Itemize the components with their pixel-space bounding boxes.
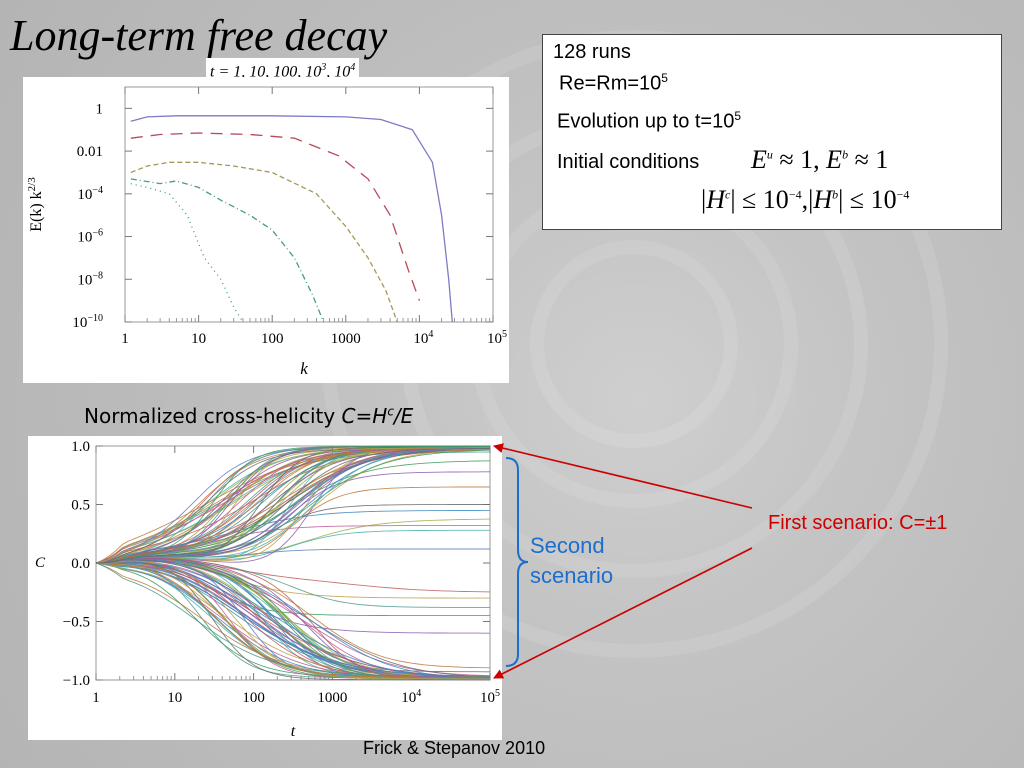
- plot-frame: [124, 86, 494, 323]
- helicity-conditions-equation: |Hc| ≤ 10−4,|Hb| ≤ 10−4: [701, 185, 909, 215]
- hb-symbol: H: [813, 185, 833, 214]
- x-tick-label: 100: [261, 331, 284, 347]
- heading-E: E: [400, 404, 414, 428]
- eb-symbol: E: [826, 145, 843, 174]
- cross-helicity-chart: 1 10 100 1000 104 105 1.0 0.5 0.0 −0.5 −1.0 t C: [28, 436, 502, 740]
- runs-text: 128 runs: [553, 41, 631, 63]
- spectrum-series-4: [130, 178, 325, 323]
- run-curve: [96, 560, 491, 678]
- x-tick-label: 104: [401, 688, 421, 706]
- eq-le: | ≤ 10: [730, 185, 789, 214]
- cross-helicity-heading: Normalized cross-helicity C=Hc/E: [84, 404, 413, 428]
- heading-prefix: Normalized cross-helicity: [84, 404, 342, 428]
- spectrum-series-2: [130, 132, 421, 301]
- run-curve: [95, 562, 491, 680]
- run-curve: [95, 447, 490, 564]
- time-legend-exp: 3: [321, 62, 327, 73]
- x-tick-label: 10: [191, 331, 206, 347]
- eb-sup: b: [842, 147, 849, 162]
- spectrum-series-3: [130, 161, 398, 323]
- heading-eq: =: [355, 404, 373, 428]
- citation: Frick & Stepanov 2010: [363, 738, 546, 758]
- run-curve: [95, 562, 491, 679]
- run-curve: [95, 525, 490, 564]
- x-tick-label: 10: [167, 690, 182, 706]
- y-tick-label: 1.0: [71, 439, 90, 455]
- run-curve: [95, 558, 491, 678]
- y-tick-label: −1.0: [63, 673, 90, 689]
- spectrum-series-5: [130, 182, 244, 323]
- arrow-to-plus-one: [493, 443, 753, 509]
- energy-spectrum-svg: 1 10 100 1000 104 10510.0110−410−610−810−10kE…: [26, 86, 507, 378]
- run-curve: [95, 446, 490, 564]
- heading-div: /: [393, 404, 401, 428]
- x-tick-label: 1000: [317, 690, 347, 706]
- run-curve: [95, 562, 490, 679]
- hc-symbol: H: [706, 185, 725, 214]
- heading-c: c: [387, 404, 394, 419]
- evolution-text: Evolution up to t=105: [557, 109, 741, 134]
- eq-exp: −4: [896, 187, 910, 202]
- slide-title: Long-term free decay: [10, 11, 388, 60]
- time-legend-prefix: t = 1, 10, 100, 10: [210, 63, 322, 81]
- eq-bar: |: [701, 185, 707, 214]
- eq-comma: ,|: [801, 185, 814, 214]
- evolution-prefix: Evolution up to t=10: [557, 110, 735, 133]
- eb-rest: ≈ 1: [848, 145, 889, 174]
- hc-sup: c: [725, 187, 731, 202]
- eq-exp: −4: [788, 187, 802, 202]
- second-scenario-brace: [505, 457, 529, 667]
- heading-C: C: [341, 404, 356, 428]
- info-box: 128 runs Re=Rm=105 Evolution up to t=105…: [542, 34, 1002, 230]
- run-curve: [95, 562, 491, 678]
- y-tick-label: 0.0: [71, 556, 90, 572]
- y-tick-label: 0.5: [71, 498, 90, 514]
- arrow-to-minus-one: [493, 547, 753, 679]
- y-tick-label: 0.01: [77, 144, 103, 160]
- run-curve: [95, 447, 491, 564]
- eu-rest: ≈ 1,: [772, 145, 827, 174]
- x-tick-label: 100: [242, 690, 265, 706]
- second-scenario-label: Second scenario: [530, 533, 614, 588]
- reynolds-text: Re=Rm=105: [559, 71, 668, 96]
- x-tick-label: 1000: [331, 331, 361, 347]
- x-tick-label: 1: [92, 690, 100, 706]
- x-axis-label: t: [291, 723, 296, 740]
- run-curve: [95, 561, 490, 681]
- initial-conditions-label: Initial conditions: [557, 151, 700, 173]
- energy-conditions-equation: Eu ≈ 1, Eb ≈ 1: [751, 145, 888, 175]
- evolution-exp: 5: [734, 109, 742, 123]
- y-tick-label: −0.5: [63, 615, 90, 631]
- y-axis-label: C: [35, 555, 46, 571]
- x-tick-label: 1: [121, 331, 129, 347]
- time-legend-exp: 4: [350, 62, 356, 73]
- spectrum-series-1: [130, 115, 453, 323]
- x-tick-label: 104: [413, 329, 433, 347]
- eu-symbol: E: [751, 145, 767, 174]
- time-legend-mid: , 10: [326, 63, 351, 81]
- eq-le: | ≤ 10: [838, 185, 897, 214]
- x-axis-label: k: [300, 359, 308, 378]
- heading-H: H: [372, 404, 388, 428]
- hb-sup: b: [832, 187, 839, 202]
- energy-spectrum-chart: 1 10 100 1000 104 105 1 0.01 10−4 10−6 10−8 10−10 k E…: [23, 77, 509, 383]
- run-curve: [95, 558, 491, 679]
- first-scenario-label: First scenario: C=±1: [768, 512, 948, 534]
- run-curve: [95, 447, 490, 564]
- y-tick-label: 1: [96, 101, 104, 117]
- time-legend: t = 1, 10, 100, 103, 104: [206, 58, 360, 81]
- reynolds-prefix: Re=Rm=10: [559, 72, 662, 95]
- eu-sup: u: [766, 147, 773, 162]
- reynolds-exp: 5: [661, 71, 668, 85]
